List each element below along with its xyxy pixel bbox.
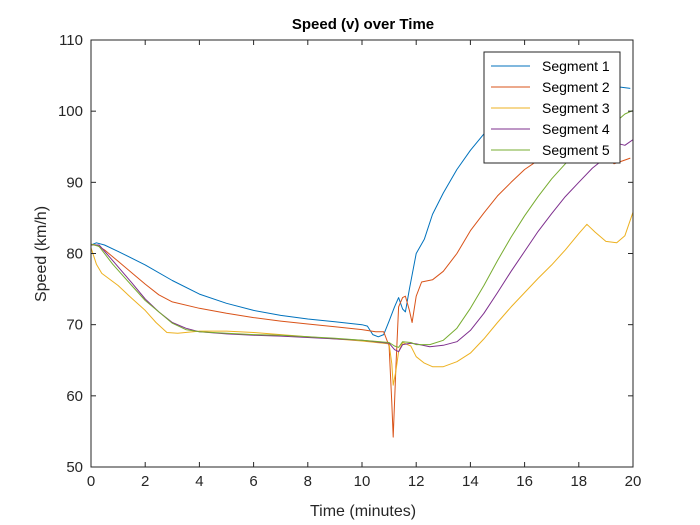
y-tick-label: 70 <box>66 317 83 334</box>
legend: Segment 1 Segment 2 Segment 3 Segment 4 Segm… <box>483 51 621 164</box>
y-axis: 50 60 70 80 90 100 110 <box>58 32 633 476</box>
x-tick-label: 4 <box>195 473 203 490</box>
y-tick-label: 80 <box>66 246 83 263</box>
x-axis: 0 2 4 6 8 10 12 14 16 18 20 <box>87 40 642 490</box>
legend-label-segment-4: Segment 4 <box>542 121 610 137</box>
legend-label-segment-5: Segment 5 <box>542 142 610 158</box>
y-tick-label: 60 <box>66 388 83 405</box>
x-axis-label: Time (minutes) <box>310 503 416 520</box>
y-tick-label: 110 <box>59 32 83 49</box>
series-line-segment-4 <box>91 139 633 353</box>
legend-label-segment-1: Segment 1 <box>542 58 610 74</box>
x-tick-label: 6 <box>249 473 257 490</box>
legend-label-segment-2: Segment 2 <box>542 79 610 95</box>
legend-label-segment-3: Segment 3 <box>542 100 610 116</box>
y-axis-label: Speed (km/h) <box>33 206 50 302</box>
x-tick-label: 0 <box>87 473 95 490</box>
x-tick-label: 14 <box>462 473 479 490</box>
chart-title: Speed (v) over Time <box>292 16 434 33</box>
y-tick-label: 50 <box>66 459 83 476</box>
x-tick-label: 18 <box>570 473 587 490</box>
x-tick-label: 12 <box>408 473 425 490</box>
y-tick-label: 90 <box>66 174 83 191</box>
x-tick-label: 16 <box>516 473 533 490</box>
x-tick-label: 10 <box>354 473 371 490</box>
series-line-segment-5 <box>91 110 633 348</box>
y-tick-label: 100 <box>58 103 83 120</box>
x-tick-label: 2 <box>141 473 149 490</box>
x-tick-label: 8 <box>304 473 312 490</box>
x-tick-label: 20 <box>625 473 642 490</box>
